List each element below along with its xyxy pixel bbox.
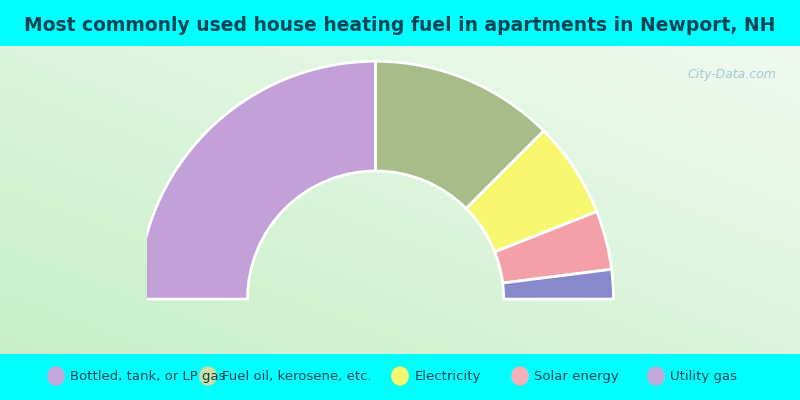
Text: Solar energy: Solar energy — [534, 370, 619, 382]
Text: Most commonly used house heating fuel in apartments in Newport, NH: Most commonly used house heating fuel in… — [24, 16, 776, 35]
Ellipse shape — [647, 366, 665, 386]
Ellipse shape — [199, 366, 217, 386]
Text: City-Data.com: City-Data.com — [687, 68, 776, 80]
Ellipse shape — [47, 366, 65, 386]
Text: Fuel oil, kerosene, etc.: Fuel oil, kerosene, etc. — [222, 370, 372, 382]
Ellipse shape — [511, 366, 529, 386]
Wedge shape — [494, 212, 611, 283]
Wedge shape — [376, 61, 544, 208]
Ellipse shape — [391, 366, 409, 386]
Wedge shape — [138, 61, 376, 299]
Text: Electricity: Electricity — [414, 370, 481, 382]
Text: Utility gas: Utility gas — [670, 370, 738, 382]
Text: Bottled, tank, or LP gas: Bottled, tank, or LP gas — [70, 370, 226, 382]
Wedge shape — [502, 269, 614, 299]
Wedge shape — [466, 131, 597, 252]
